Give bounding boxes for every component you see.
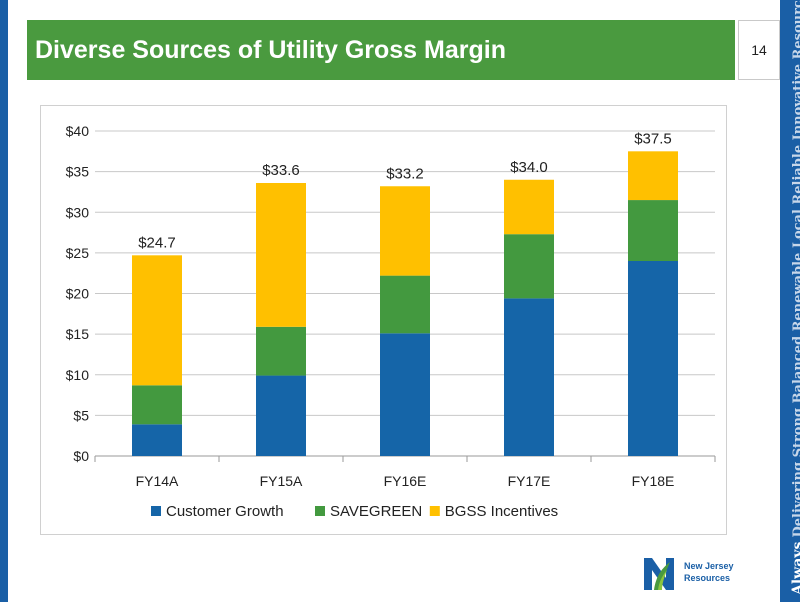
total-data-label: $24.7 <box>138 234 176 251</box>
x-category-label: FY15A <box>260 473 303 489</box>
bar-segment-bgss-incentives <box>504 179 554 235</box>
bar-segment-customer-growth <box>504 298 554 456</box>
bar-segment-savegreen <box>256 326 306 376</box>
bar-segment-savegreen <box>504 234 554 299</box>
bar-segment-customer-growth <box>628 261 678 456</box>
bar-segment-savegreen <box>628 200 678 261</box>
bar-segment-bgss-incentives <box>380 186 430 276</box>
tagline-lead: Always <box>790 541 800 595</box>
logo-text-line2: Resources <box>684 573 730 583</box>
legend-label: Customer Growth <box>166 503 284 520</box>
bar-segment-bgss-incentives <box>256 183 306 327</box>
legend-label: BGSS Incentives <box>445 503 558 520</box>
y-tick-label: $20 <box>66 286 90 302</box>
y-tick-label: $40 <box>66 123 90 139</box>
logo-icon: New Jersey Resources <box>644 558 734 590</box>
y-tick-label: $15 <box>66 326 90 342</box>
y-tick-label: $10 <box>66 367 90 383</box>
tagline-rest: Delivering Strong Balanced Renewable Loc… <box>791 0 800 538</box>
y-tick-label: $30 <box>66 204 90 220</box>
bar-segment-customer-growth <box>256 375 306 456</box>
total-data-label: $33.2 <box>386 165 424 182</box>
legend-swatch <box>315 506 325 516</box>
left-accent-bar <box>0 0 8 602</box>
y-tick-label: $35 <box>66 164 90 180</box>
chart-frame: $0 $5 $10 $15 $20 $25 $30 $35 $40 $24.7 FY14A $33.6… <box>40 105 727 535</box>
total-data-label: $37.5 <box>634 130 672 147</box>
total-data-label: $33.6 <box>262 162 300 179</box>
y-tick-label: $5 <box>73 407 89 423</box>
logo-text-line1: New Jersey <box>684 561 734 571</box>
x-category-label: FY14A <box>136 473 179 489</box>
y-tick-label: $0 <box>73 448 89 464</box>
tagline-strip <box>780 0 800 602</box>
legend-swatch <box>429 506 440 516</box>
title-bar: Diverse Sources of Utility Gross Margin <box>27 20 735 80</box>
bar-segment-savegreen <box>132 385 182 425</box>
stacked-bar-chart: $0 $5 $10 $15 $20 $25 $30 $35 $40 $24.7 FY14A $33.6… <box>66 123 716 520</box>
x-category-label: FY17E <box>508 473 551 489</box>
bar-segment-savegreen <box>380 275 430 334</box>
page-number: 14 <box>738 20 780 80</box>
x-category-label: FY16E <box>384 473 427 489</box>
vertical-tagline: Always Delivering Strong Balanced Renewa… <box>790 0 800 595</box>
bar-segment-customer-growth <box>380 333 430 456</box>
company-logo: New Jersey Resources <box>640 550 760 595</box>
total-data-label: $34.0 <box>510 159 548 176</box>
legend-swatch <box>151 506 161 516</box>
bar-segment-bgss-incentives <box>132 255 182 386</box>
legend-label: SAVEGREEN <box>330 503 422 520</box>
x-category-label: FY18E <box>632 473 675 489</box>
bar-segment-bgss-incentives <box>628 151 678 201</box>
slide-title: Diverse Sources of Utility Gross Margin <box>35 35 506 64</box>
bar-segment-customer-growth <box>132 424 182 456</box>
y-tick-label: $25 <box>66 245 90 261</box>
